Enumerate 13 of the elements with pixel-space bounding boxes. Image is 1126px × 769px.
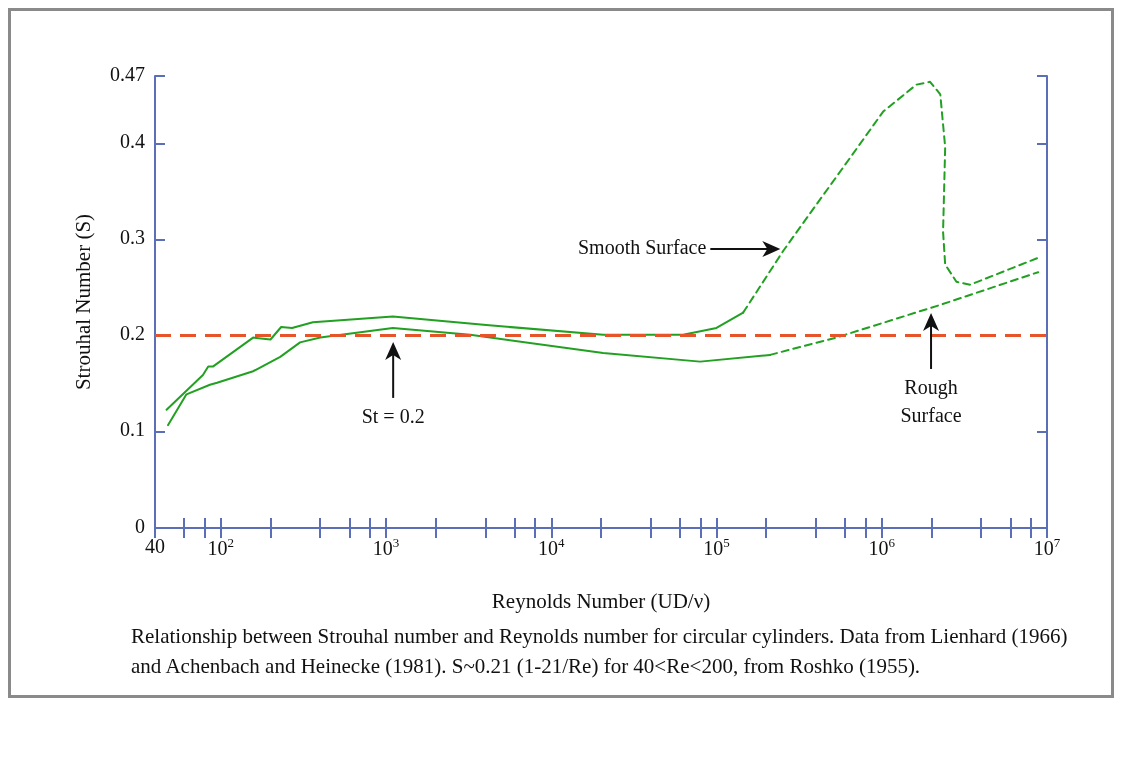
text: Relationship between Strouhal number and Reynolds number for circular cylinders. Data from Lienhard (1966) and Achenbach and Heinecke (1981). S~0.21 (1-21/Re) for 40<Re<200, from Roshko (1955). [131,623,1069,680]
x-axis-title: Reynolds Number (UD/ν) [491,588,711,613]
y-tick-label: 0.47 [110,62,145,85]
y-tick-label: 0.2 [120,322,145,345]
y-tick-label: 0.4 [120,129,145,152]
annotation: Rough Surface [899,374,963,428]
y-tick-label: 0 [135,514,145,537]
y-tick-label: 0.1 [120,418,145,441]
annotation: Smooth Surface [578,235,707,258]
y-tick-label: 0.3 [120,226,145,249]
annotation: St = 0.2 [360,403,426,429]
y-axis-title: Strouhal Number (S) [70,213,95,391]
x-tick-label: 40 [145,535,165,557]
